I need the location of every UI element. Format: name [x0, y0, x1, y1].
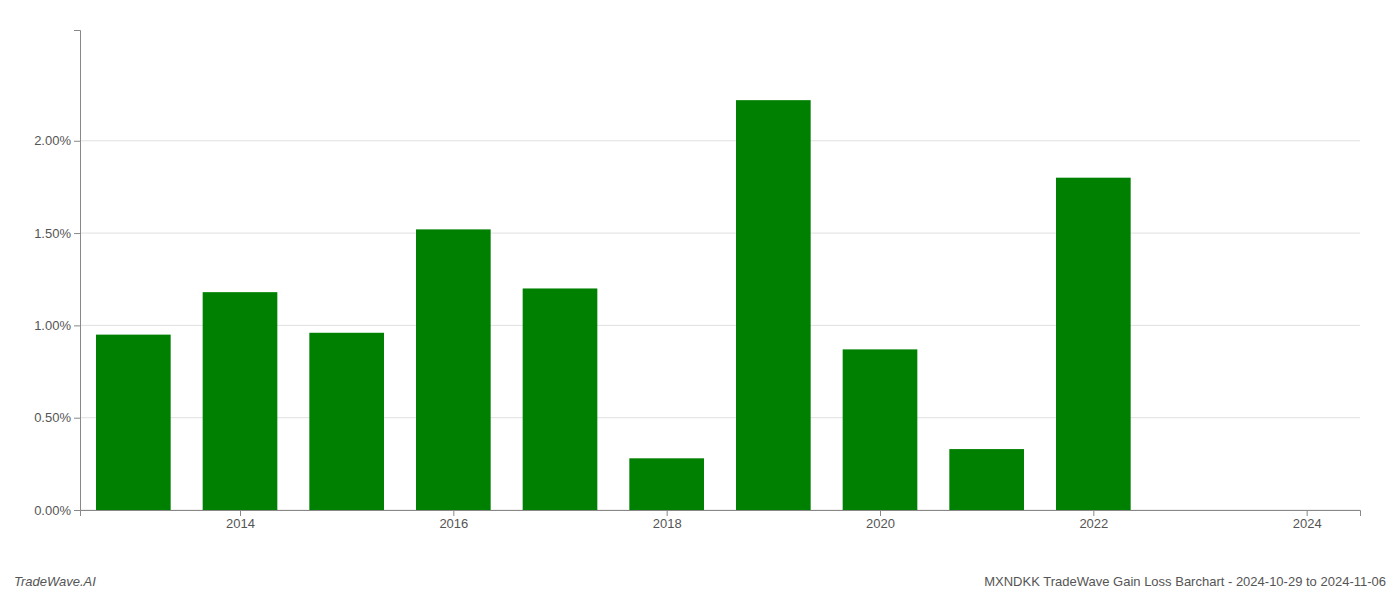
bar — [843, 349, 918, 510]
x-tick-mark — [453, 510, 454, 516]
grid-line — [80, 233, 1360, 234]
chart: 2014 2016 2018 2020 2022 2024 0.00% 0.50% 1.00% 1… — [0, 0, 1400, 600]
x-tick: 2024 — [1293, 510, 1322, 531]
bar — [1056, 178, 1131, 510]
bar — [949, 449, 1024, 510]
x-tick-label: 2024 — [1293, 516, 1322, 531]
bar — [1163, 510, 1238, 511]
x-tick-label: 2022 — [1079, 516, 1108, 531]
y-tick-mark — [74, 141, 80, 142]
bar — [629, 458, 704, 510]
x-tick-mark — [667, 510, 668, 516]
y-tick-mark — [74, 325, 80, 326]
x-tick-mark — [1307, 510, 1308, 516]
y-tick-label: 1.00% — [34, 318, 71, 333]
x-tick-mark — [240, 510, 241, 516]
y-tick-label: 0.50% — [34, 410, 71, 425]
x-tick-mark — [880, 510, 881, 516]
x-tick-label: 2016 — [439, 516, 468, 531]
bar — [96, 335, 171, 510]
x-tick: 2018 — [653, 510, 682, 531]
y-tick-mark — [74, 510, 80, 511]
bar — [203, 292, 278, 510]
y-axis-line — [74, 31, 81, 511]
y-tick-label: 2.00% — [34, 133, 71, 148]
x-tick-label: 2014 — [226, 516, 255, 531]
bar — [309, 333, 384, 510]
y-tick: 1.50% — [34, 226, 80, 241]
y-tick: 2.00% — [34, 133, 80, 148]
bar — [523, 288, 598, 510]
bars — [96, 100, 1131, 510]
x-tick: 2014 — [226, 510, 255, 531]
x-tick-mark — [1093, 510, 1094, 516]
x-tick: 2020 — [866, 510, 895, 531]
x-tick-label: 2020 — [866, 516, 895, 531]
y-tick: 0.50% — [34, 410, 80, 425]
y-tick-mark — [74, 418, 80, 419]
footer-left: TradeWave.AI — [14, 574, 96, 589]
y-tick-label: 1.50% — [34, 226, 71, 241]
plot-area: 2014 2016 2018 2020 2022 2024 0.00% 0.50% 1.00% 1… — [34, 31, 1360, 532]
grid-line — [80, 140, 1360, 141]
x-tick: 2022 — [1079, 510, 1108, 531]
x-axis-line — [81, 511, 1361, 517]
footer: TradeWave.AI MXNDKK TradeWave Gain Loss B… — [14, 574, 1386, 589]
y-tick-mark — [74, 233, 80, 234]
y-tick: 1.00% — [34, 318, 80, 333]
bar — [736, 100, 811, 510]
y-tick-label: 0.00% — [34, 503, 71, 518]
x-tick-label: 2018 — [653, 516, 682, 531]
grid — [80, 141, 1360, 510]
x-axis: 2014 2016 2018 2020 2022 2024 — [81, 510, 1361, 531]
bar — [416, 229, 491, 510]
y-axis: 0.00% 0.50% 1.00% 1.50% 2.00% — [34, 31, 80, 518]
footer-right: MXNDKK TradeWave Gain Loss Barchart - 20… — [984, 574, 1386, 589]
x-tick: 2016 — [439, 510, 468, 531]
y-tick: 0.00% — [34, 503, 80, 518]
